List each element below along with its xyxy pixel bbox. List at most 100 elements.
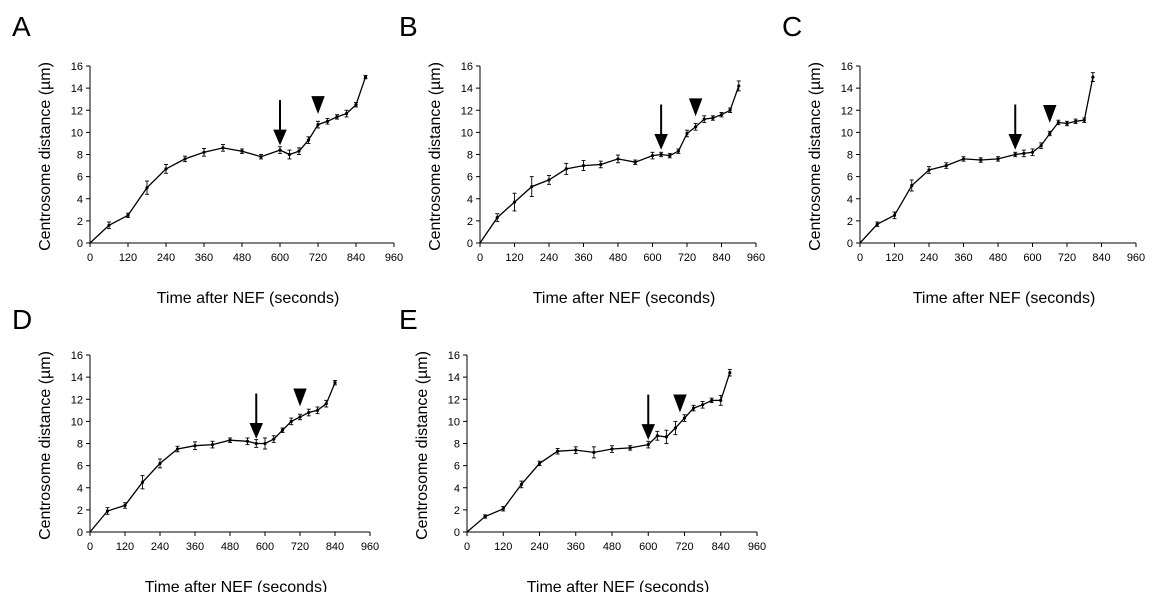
data-point [668,154,672,158]
data-point [107,223,111,227]
series-line [89,76,367,244]
data-point [659,152,663,157]
x-tick-label: 600 [256,541,274,553]
data-point [537,461,542,466]
data-point [702,117,706,121]
x-axis-title: Time after NEF (seconds) [527,579,710,592]
y-axis-title: Centrosome distance (µm) [37,351,54,540]
data-point [547,178,551,182]
y-tick-label: 10 [461,127,473,139]
data-point [701,403,705,407]
y-tick-label: 10 [71,127,83,139]
data-point [1056,120,1060,125]
x-tick-label: 0 [87,252,93,264]
data-point [202,150,206,154]
data-point [581,163,586,168]
x-tick-label: 960 [361,541,379,553]
y-tick-label: 0 [77,527,83,539]
y-tick-label: 2 [847,216,853,228]
x-tick-label: 0 [464,541,470,553]
data-point [483,514,487,519]
data-point [633,160,637,164]
data-point [719,113,724,117]
y-tick-label: 6 [77,172,83,184]
data-point [240,149,244,153]
y-tick-label: 16 [71,61,83,73]
data-point [961,157,966,161]
data-point [278,148,282,152]
x-axis-title: Time after NEF (seconds) [145,579,328,592]
x-tick-label: 360 [954,252,972,264]
data-point [646,443,650,447]
data-point [126,213,130,217]
x-tick-label: 840 [1092,252,1110,264]
data-point [221,146,225,150]
y-tick-label: 6 [467,172,473,184]
y-tick-label: 16 [461,61,473,73]
data-point [556,449,560,453]
y-tick-label: 6 [77,461,83,473]
data-point [259,155,263,159]
data-point [628,446,632,450]
x-tick-label: 480 [603,541,621,553]
x-tick-label: 960 [385,252,403,264]
x-tick-label: 360 [567,541,585,553]
y-tick-label: 12 [841,105,853,117]
data-point [140,480,145,484]
data-point [287,152,292,157]
x-tick-label: 600 [271,252,289,264]
arrow-annotation-head [273,129,287,146]
x-tick-label: 120 [885,252,903,264]
x-tick-label: 0 [87,541,93,553]
data-point [512,200,517,204]
y-tick-label: 0 [77,238,83,250]
panel-letter: B [399,11,418,42]
data-point [616,157,620,161]
data-point [1048,131,1052,136]
x-tick-label: 240 [151,541,169,553]
data-point [228,438,232,442]
panel-letter: A [12,11,31,42]
data-point [979,158,983,162]
data-point [610,447,614,451]
y-tick-label: 12 [448,394,460,406]
y-tick-label: 14 [71,83,83,95]
x-tick-label: 600 [643,252,661,264]
data-point [272,437,276,441]
x-tick-label: 360 [574,252,592,264]
x-axis-title: Time after NEF (seconds) [913,290,1096,307]
y-tick-label: 8 [454,439,460,451]
y-tick-label: 14 [461,83,473,95]
x-tick-label: 0 [857,252,863,264]
data-point [1022,151,1026,155]
y-tick-label: 14 [448,372,460,384]
y-axis-title: Centrosome distance (µm) [427,62,444,251]
y-tick-label: 16 [448,350,460,362]
data-point [501,507,505,511]
data-point [333,381,337,385]
data-point [682,416,687,420]
x-tick-label: 960 [747,252,765,264]
data-point [655,434,659,438]
data-point [650,154,655,158]
arrowhead-annotation [293,388,307,407]
y-tick-label: 2 [454,505,460,517]
arrowhead-annotation [1043,104,1057,123]
data-point [1074,119,1078,123]
y-tick-label: 10 [841,127,853,139]
data-point [673,426,678,430]
data-point [1013,152,1017,157]
x-tick-label: 360 [195,252,213,264]
y-axis-title: Centrosome distance (µm) [414,351,431,540]
series-line [89,382,336,533]
data-point [737,84,741,88]
x-tick-label: 720 [1058,252,1076,264]
panel-letter: D [12,304,32,335]
y-axis-title: Centrosome distance (µm) [807,62,824,251]
data-point [193,444,197,448]
data-point [315,408,320,412]
data-point [710,398,714,402]
x-tick-label: 960 [748,541,766,553]
arrow-annotation-head [249,423,264,439]
